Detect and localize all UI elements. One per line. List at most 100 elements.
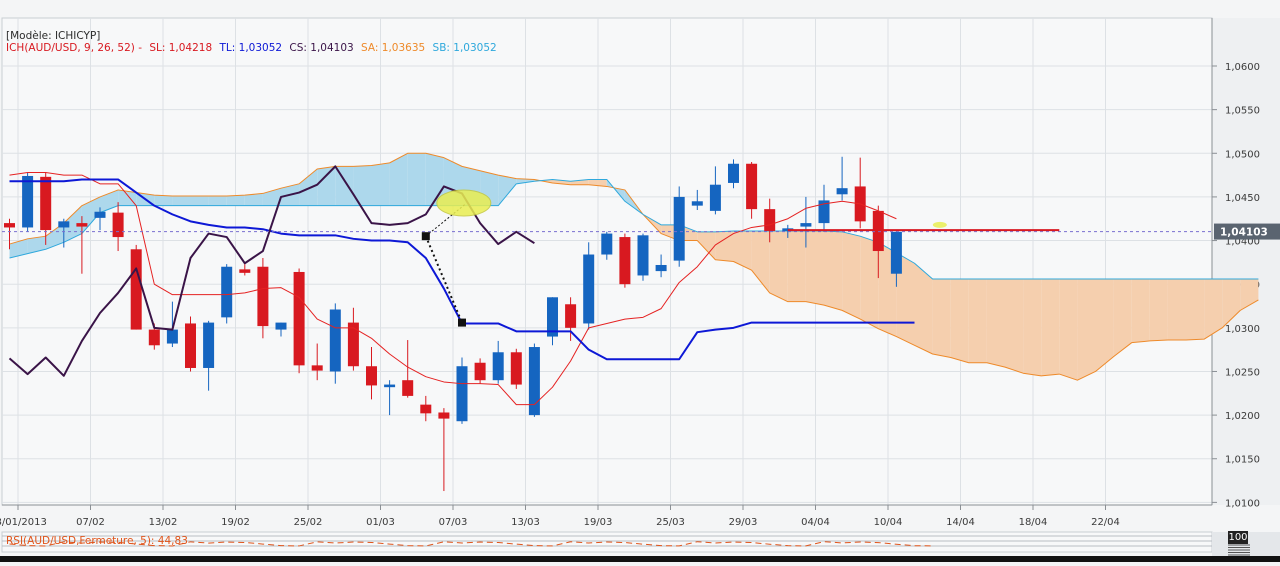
kumo-segment: [1222, 278, 1241, 328]
candle-body: [836, 188, 848, 195]
kumo-segment: [1041, 278, 1060, 376]
x-tick-label: 13/03: [511, 517, 540, 528]
candle-body: [655, 264, 667, 272]
kumo-segment: [570, 179, 589, 185]
last-price-tag: [1214, 223, 1280, 240]
kumo-segment: [45, 223, 64, 250]
legend-sl: SL: 1,04218: [149, 42, 213, 54]
x-tick-label: 28/01/2013: [0, 517, 47, 528]
kumo-segment: [389, 153, 408, 206]
kumo-segment: [968, 278, 987, 363]
kumo-segment: [226, 195, 245, 206]
candle-body: [746, 163, 758, 210]
x-tick-label: 07/03: [439, 517, 468, 528]
candle-body: [800, 223, 812, 227]
candle-body: [637, 235, 649, 276]
candle-body: [239, 269, 251, 273]
legend-sb: SB: 1,03052: [432, 42, 497, 54]
kumo-segment: [751, 230, 770, 293]
candle-body: [510, 352, 522, 385]
legend-tl: TL: 1,03052: [219, 42, 283, 54]
x-tick-label: 25/03: [656, 517, 685, 528]
x-tick-label: 25/02: [294, 517, 323, 528]
x-tick-label: 07/02: [76, 517, 105, 528]
candle-body: [456, 366, 468, 422]
y-tick-label: 1,0450: [1225, 193, 1260, 204]
y-tick-label: 1,0300: [1225, 324, 1260, 335]
kumo-segment: [715, 230, 734, 262]
rsi-line: [9, 541, 933, 547]
kumo-segment: [1095, 278, 1114, 372]
kumo-segment: [860, 236, 879, 329]
senkou-span-b-line: [9, 178, 1259, 280]
kumo-segment: [787, 230, 806, 302]
kumo-segment: [1023, 278, 1042, 376]
candle-body: [185, 323, 196, 368]
kumo-segment: [27, 236, 46, 254]
kumo-segment: [1204, 278, 1223, 340]
x-tick-label: 29/03: [729, 517, 758, 528]
chikou-span-line: [8, 165, 535, 377]
projection-line: [424, 235, 463, 323]
y-tick-label: 1,0150: [1225, 455, 1260, 466]
x-tick-label: 10/04: [874, 517, 903, 528]
last-price-label: 1,04103: [1220, 227, 1268, 239]
highlight-marker: [932, 221, 947, 228]
kumo-segment: [1077, 278, 1096, 381]
candle-body: [366, 366, 377, 386]
y-tick-label: 1,0200: [1225, 411, 1260, 422]
kumo-segment: [1186, 278, 1205, 341]
kumo-segment: [371, 162, 390, 206]
candle-body: [673, 196, 685, 261]
kumo-segment: [1131, 278, 1150, 343]
kumo-segment: [498, 175, 517, 206]
kumo-segment: [154, 195, 173, 206]
x-tick-label: 04/04: [801, 517, 830, 528]
kumo-segment: [1113, 278, 1132, 357]
kumo-segment: [697, 231, 716, 260]
projection-start-marker: [421, 232, 430, 241]
candle-body: [40, 176, 52, 231]
candle-body: [257, 266, 269, 327]
x-tick-label: 14/04: [946, 517, 975, 528]
candle-body: [420, 404, 432, 414]
y-tick-label: 1,0100: [1225, 498, 1260, 509]
candle-body: [565, 304, 577, 328]
rsi-label: RSI(AUD/USD,Fermeture, 5): 44,83: [6, 535, 188, 547]
candle-body: [275, 322, 287, 330]
kumo-segment: [1059, 278, 1078, 381]
candle-body: [384, 384, 396, 388]
kumo-segment: [914, 263, 933, 355]
kumo-segment: [805, 230, 824, 306]
kumo-segment: [824, 230, 843, 311]
candle-body: [492, 352, 504, 381]
y-tick-label: 1,0550: [1225, 106, 1260, 117]
kumo-segment: [733, 230, 752, 271]
legend-ich: ICH(AUD/USD, 9, 26, 52) -: [6, 42, 142, 54]
kumo-segment: [950, 278, 969, 363]
candle-body: [221, 266, 233, 318]
rsi-scale-badge: 100: [1228, 531, 1248, 544]
candle-body: [547, 297, 558, 337]
bottom-bar: [0, 556, 1280, 562]
senkou-span-a-line: [9, 152, 1259, 381]
candle-body: [311, 365, 323, 371]
candle-body: [601, 233, 613, 255]
candle-body: [402, 380, 414, 396]
candle-body: [94, 211, 106, 218]
candle-body: [148, 329, 160, 346]
x-tick-label: 18/04: [1019, 517, 1048, 528]
plot-area: [1, 17, 1213, 506]
candle-body: [890, 231, 902, 274]
candle-body: [293, 271, 305, 366]
price-axis-panel: [1212, 18, 1280, 505]
candle-body: [619, 237, 631, 285]
kumo-segment: [208, 196, 227, 206]
y-tick-label: 1,0400: [1225, 237, 1260, 248]
y-tick-label: 1,0600: [1225, 62, 1260, 73]
kumo-segment: [353, 165, 372, 206]
y-tick-label: 1,0500: [1225, 149, 1260, 160]
candle-body: [474, 362, 486, 381]
